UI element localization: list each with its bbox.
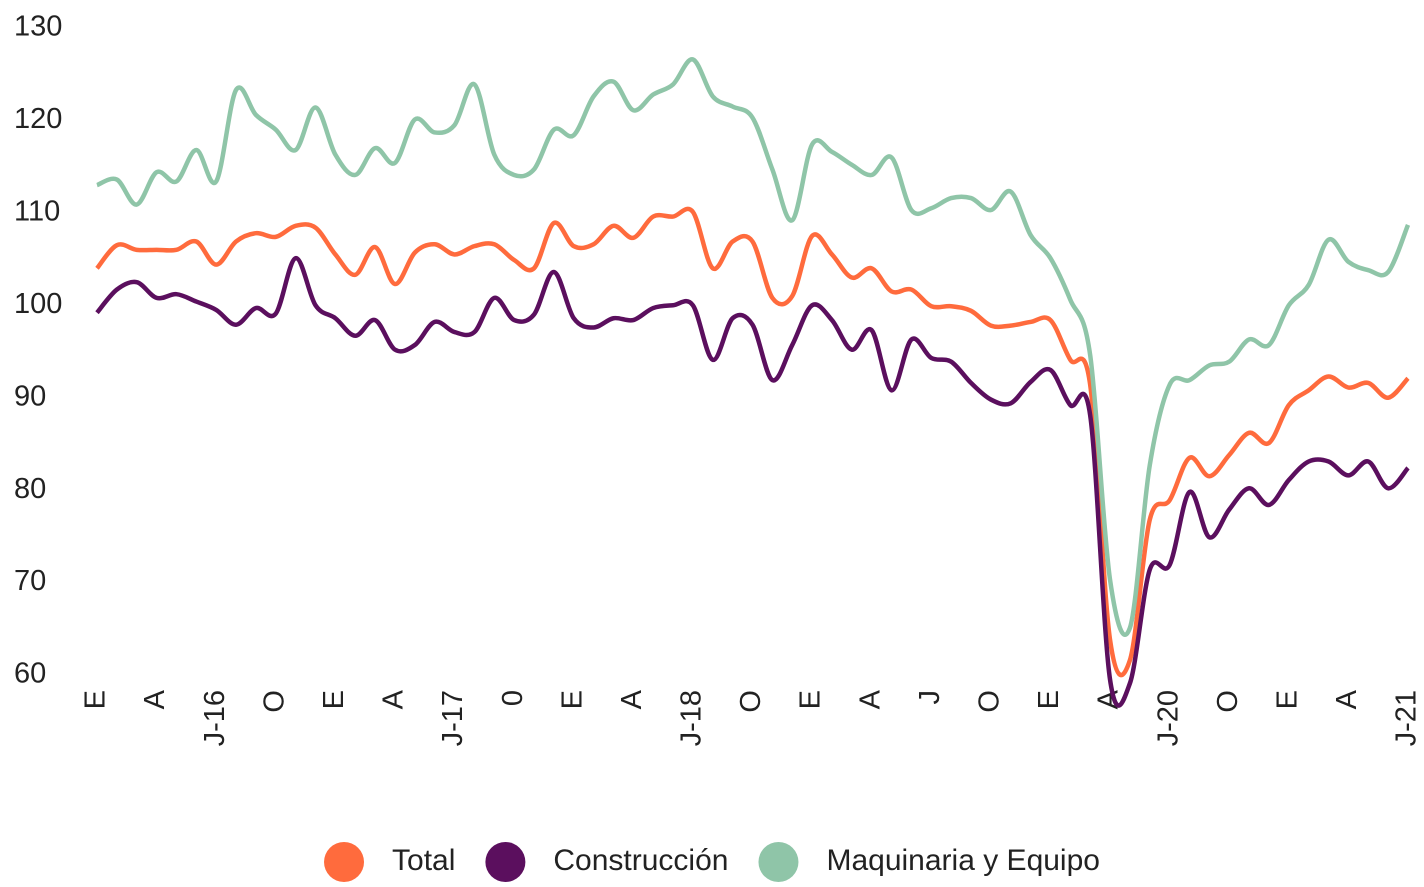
x-tick-label: O bbox=[258, 690, 290, 713]
x-tick-label: 0 bbox=[497, 690, 529, 706]
x-tick-label: O bbox=[974, 690, 1006, 713]
x-tick-label: A bbox=[378, 689, 410, 709]
x-tick-label: A bbox=[139, 689, 171, 709]
series-line bbox=[96, 57, 1411, 637]
x-tick-label: E bbox=[795, 690, 827, 709]
x-tick-label: O bbox=[1212, 690, 1244, 713]
series-line bbox=[95, 255, 1410, 708]
y-tick-label: 130 bbox=[14, 11, 62, 43]
x-tick-label: E bbox=[1271, 690, 1303, 709]
y-tick-label: 110 bbox=[14, 196, 60, 228]
x-tick-label: J bbox=[914, 690, 946, 705]
y-tick-label: 90 bbox=[14, 380, 46, 412]
x-tick-label: A bbox=[616, 689, 648, 709]
legend-marker bbox=[324, 842, 365, 882]
x-tick-label: A bbox=[854, 689, 886, 709]
y-tick-label: 120 bbox=[14, 103, 62, 135]
x-tick-label: E bbox=[1033, 690, 1065, 709]
legend-marker bbox=[758, 842, 799, 882]
y-tick-label: 100 bbox=[14, 288, 62, 320]
series-line bbox=[95, 206, 1410, 678]
y-tick-label: 60 bbox=[14, 658, 46, 690]
legend-label: Total bbox=[392, 844, 455, 877]
x-tick-label: A bbox=[1331, 689, 1363, 709]
y-tick-label: 80 bbox=[14, 473, 46, 505]
y-tick-label: 70 bbox=[14, 565, 46, 597]
legend: Total Construcción Maquinaria y Equipo bbox=[324, 842, 1100, 882]
legend-marker bbox=[485, 842, 526, 882]
x-tick-label: J-16 bbox=[199, 690, 231, 746]
x-tick-label: J-21 bbox=[1391, 690, 1423, 746]
x-tick-label: O bbox=[735, 690, 767, 713]
x-tick-label: E bbox=[556, 690, 588, 709]
x-tick-label: E bbox=[318, 690, 350, 709]
x-tick-label: J-20 bbox=[1152, 690, 1184, 746]
x-tick-label: E bbox=[80, 690, 112, 709]
legend-label: Construcción bbox=[553, 844, 728, 877]
x-tick-label: J-17 bbox=[437, 690, 469, 746]
legend-label: Maquinaria y Equipo bbox=[826, 844, 1100, 877]
x-tick-label: J-18 bbox=[676, 690, 708, 746]
